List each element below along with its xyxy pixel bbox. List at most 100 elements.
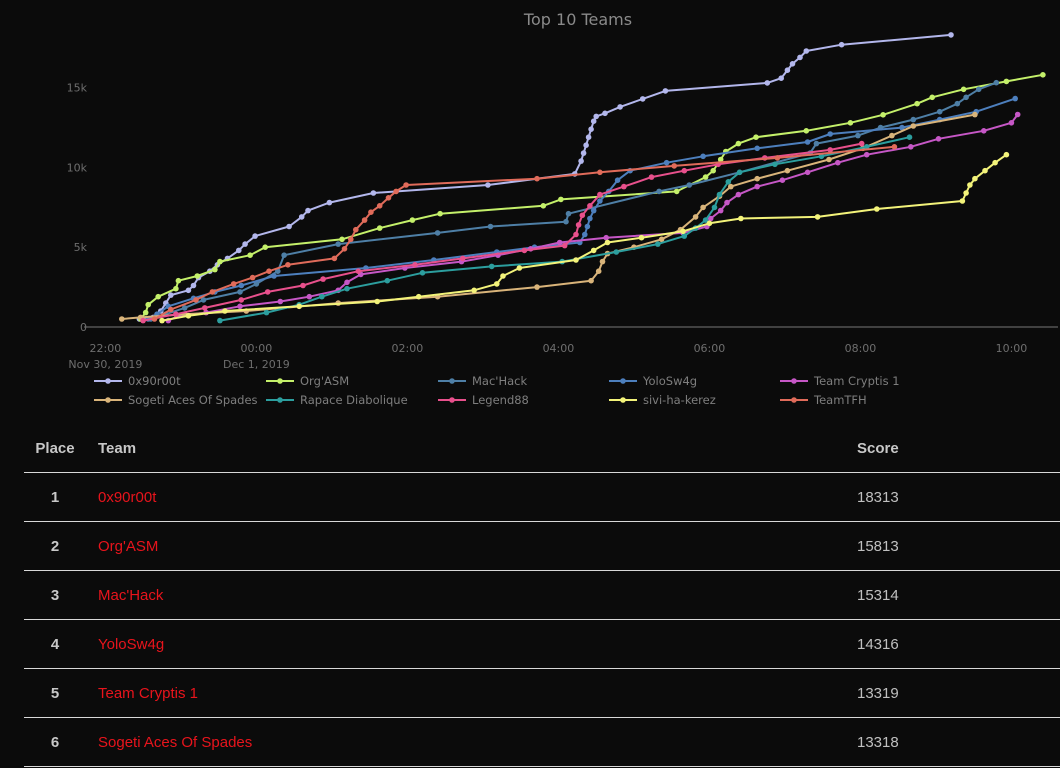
data-point: [344, 279, 350, 286]
y-tick-label: 10k: [67, 161, 88, 174]
table-row: 6 Sogeti Aces Of Spades 13318: [24, 717, 1060, 767]
data-point: [680, 228, 686, 235]
data-point: [658, 236, 665, 243]
data-point: [993, 79, 1000, 86]
data-point: [341, 246, 348, 252]
data-point: [415, 293, 422, 300]
data-point: [711, 204, 718, 211]
data-point: [992, 159, 998, 166]
data-point: [754, 145, 760, 152]
data-point: [880, 112, 886, 118]
data-point: [173, 311, 179, 318]
data-point: [797, 54, 803, 61]
legend-item[interactable]: Org'ASM: [266, 374, 349, 388]
legend-item[interactable]: Legend88: [438, 393, 529, 407]
y-tick-label: 15k: [67, 82, 88, 95]
data-point: [587, 215, 593, 222]
legend-swatch-dot: [791, 397, 797, 403]
legend-label: sivi-ha-kerez: [643, 393, 716, 407]
data-point: [710, 167, 716, 174]
series-line: [142, 142, 862, 322]
data-point: [910, 116, 917, 123]
data-point: [200, 297, 207, 303]
data-point: [242, 241, 248, 247]
data-point: [778, 75, 784, 81]
team-link[interactable]: Sogeti Aces Of Spades: [98, 733, 253, 751]
data-point: [686, 182, 693, 188]
legend-item[interactable]: sivi-ha-kerez: [609, 393, 716, 407]
data-point: [692, 214, 699, 220]
table-row: 3 Mac'Hack 15314: [24, 570, 1060, 620]
data-point: [194, 273, 201, 279]
data-point: [534, 175, 540, 182]
series-line: [139, 73, 1044, 320]
data-point: [959, 198, 966, 204]
legend-item[interactable]: Sogeti Aces Of Spades: [94, 393, 258, 407]
data-point: [355, 268, 362, 275]
data-point: [412, 262, 418, 268]
data-point: [230, 281, 237, 287]
data-point: [914, 100, 920, 107]
data-point: [764, 80, 771, 86]
data-point: [376, 203, 383, 209]
series-mac-hack: [147, 79, 1000, 322]
data-point: [700, 204, 706, 211]
legend-item[interactable]: Mac'Hack: [438, 374, 527, 388]
legend-item[interactable]: Team Cryptis 1: [780, 374, 900, 388]
data-point: [403, 182, 409, 188]
data-point: [556, 239, 563, 246]
data-point: [168, 306, 174, 313]
team-link[interactable]: Team Cryptis 1: [98, 684, 199, 702]
legend-item[interactable]: YoloSw4g: [609, 374, 697, 388]
data-point: [1008, 120, 1015, 126]
data-point: [409, 217, 416, 223]
team-link[interactable]: 0x90r00t: [98, 488, 157, 506]
data-point: [929, 94, 935, 101]
data-point: [963, 190, 969, 196]
team-link[interactable]: YoloSw4g: [98, 635, 165, 653]
series-rapace-diabolique: [217, 134, 913, 324]
data-point: [277, 298, 284, 305]
data-point: [565, 210, 572, 217]
data-point: [331, 255, 338, 262]
data-point: [838, 41, 845, 48]
legend-item[interactable]: 0x90r00t: [94, 374, 181, 388]
data-point: [681, 167, 688, 174]
data-point: [155, 293, 161, 300]
team-link[interactable]: Mac'Hack: [98, 586, 164, 604]
legend-label: 0x90r00t: [128, 374, 181, 388]
data-point: [681, 233, 688, 239]
data-point: [320, 276, 326, 282]
data-point: [285, 262, 291, 268]
legend-item[interactable]: Rapace Diabolique: [266, 393, 408, 407]
data-point: [142, 309, 149, 316]
data-point: [582, 231, 588, 238]
legend-label: Org'ASM: [300, 374, 349, 388]
data-point: [266, 268, 272, 275]
legend-label: Mac'Hack: [472, 374, 527, 388]
data-point: [954, 100, 961, 107]
data-point: [716, 191, 723, 198]
data-point: [963, 94, 969, 101]
data-point: [906, 134, 913, 140]
data-point: [151, 316, 158, 322]
data-point: [1014, 111, 1021, 118]
legend-swatch-dot: [449, 397, 455, 403]
data-point: [173, 285, 179, 292]
table-row: 4 YoloSw4g 14316: [24, 619, 1060, 669]
series-legend88: [140, 140, 865, 324]
series-line: [219, 136, 910, 322]
data-point: [602, 110, 608, 117]
data-point: [736, 169, 743, 176]
data-point: [774, 155, 781, 161]
data-point: [419, 270, 426, 276]
data-point: [575, 222, 582, 228]
data-point: [471, 287, 477, 294]
table-row: 5 Team Cryptis 1 13319: [24, 668, 1060, 718]
data-point: [588, 126, 594, 132]
data-point: [185, 287, 192, 294]
data-point: [604, 239, 611, 246]
data-point: [460, 255, 466, 262]
team-link[interactable]: Org'ASM: [98, 537, 159, 555]
legend-item[interactable]: TeamTFH: [780, 393, 867, 407]
